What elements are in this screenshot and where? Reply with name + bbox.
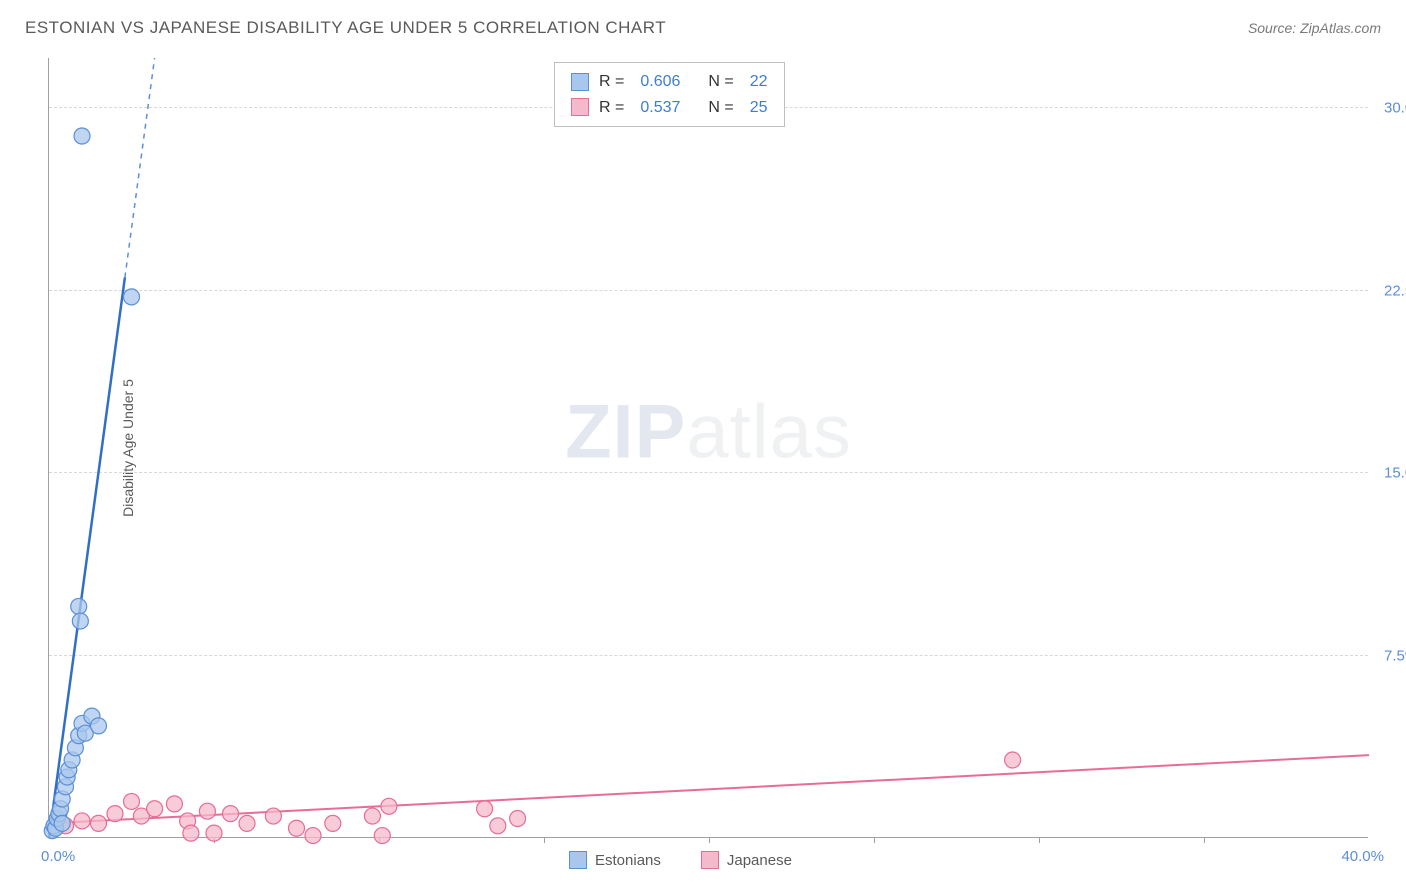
x-tick (544, 837, 545, 843)
x-tick (1204, 837, 1205, 843)
x-tick (874, 837, 875, 843)
swatch-blue (571, 73, 589, 91)
legend-row-estonians: R = 0.606 N = 22 (571, 69, 768, 95)
x-tick (709, 837, 710, 843)
legend-row-japanese: R = 0.537 N = 25 (571, 95, 768, 121)
chart-title: ESTONIAN VS JAPANESE DISABILITY AGE UNDE… (25, 18, 666, 38)
y-tick-label: 30.0% (1384, 99, 1406, 116)
correlation-legend: R = 0.606 N = 22 R = 0.537 N = 25 (554, 62, 785, 127)
swatch-blue (569, 851, 587, 869)
swatch-pink (571, 98, 589, 116)
legend-item-japanese: Japanese (701, 851, 792, 869)
y-tick-label: 15.0% (1384, 465, 1406, 482)
y-tick-label: 7.5% (1384, 648, 1406, 665)
x-axis-max-label: 40.0% (1341, 848, 1384, 865)
series-legend: Estonians Japanese (569, 851, 792, 869)
legend-item-estonians: Estonians (569, 851, 661, 869)
x-axis-min-label: 0.0% (41, 848, 75, 865)
y-tick-label: 22.5% (1384, 282, 1406, 299)
source-label: Source: ZipAtlas.com (1248, 20, 1381, 36)
chart-plot-area: Disability Age Under 5 ZIPatlas 7.5%15.0… (48, 58, 1368, 838)
chart-svg (49, 58, 1368, 837)
x-tick (1039, 837, 1040, 843)
swatch-pink (701, 851, 719, 869)
